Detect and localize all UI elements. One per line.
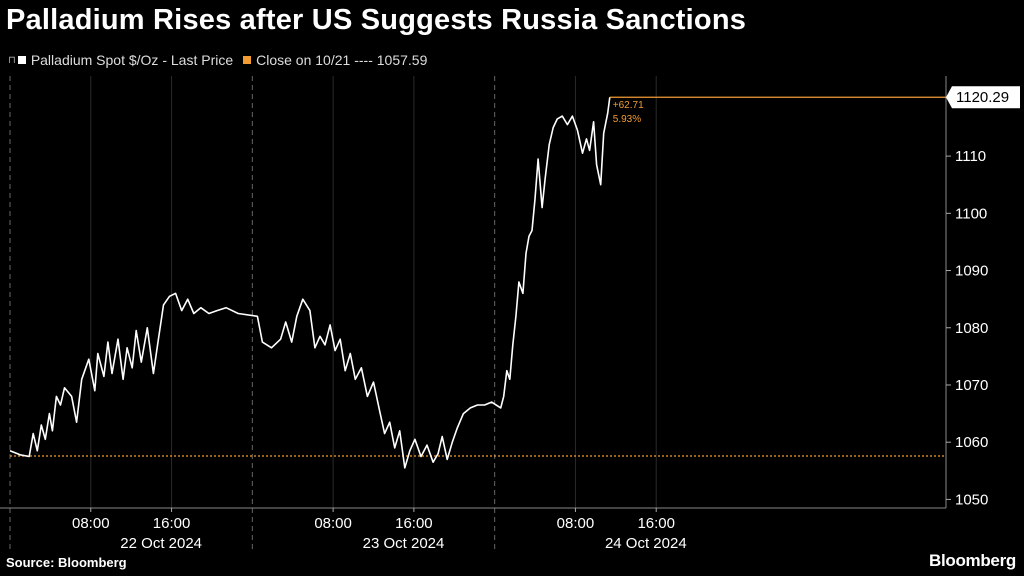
legend-label-price: Palladium Spot $/Oz - Last Price xyxy=(30,52,234,68)
legend-item-close: Close on 10/21 ---- 1057.59 xyxy=(243,52,427,68)
legend-close-value: 1057.59 xyxy=(376,52,428,68)
last-value-box xyxy=(946,86,1020,109)
y-tick-label: 1080 xyxy=(955,320,988,337)
price-line xyxy=(9,97,611,469)
y-tick-label: 1050 xyxy=(955,491,988,508)
y-tick-label: 1070 xyxy=(955,377,988,394)
legend-label-close: Close on 10/21 xyxy=(256,52,351,68)
legend: ⊓ Palladium Spot $/Oz - Last Price Close… xyxy=(8,52,437,68)
chart-title: Palladium Rises after US Suggests Russia… xyxy=(6,4,747,36)
y-tick-label: 1090 xyxy=(955,263,988,280)
y-tick-label: 1100 xyxy=(955,205,987,222)
x-tick-label: 16:00 xyxy=(153,515,191,532)
legend-swatch-price xyxy=(17,56,26,64)
bloomberg-logo: Bloomberg xyxy=(928,551,1016,570)
x-tick-label: 08:00 xyxy=(314,515,352,532)
x-tick-label: 16:00 xyxy=(637,515,675,532)
x-day-label: 23 Oct 2024 xyxy=(363,535,445,552)
source-note: Source: Bloomberg xyxy=(6,555,127,570)
y-tick-label: 1110 xyxy=(955,148,986,165)
last-value-label: 1120.29 xyxy=(956,89,1009,106)
x-day-label: 22 Oct 2024 xyxy=(120,535,202,552)
x-tick-label: 08:00 xyxy=(557,515,595,532)
legend-swatch-close xyxy=(243,56,252,64)
change-pct-annotation: 5.93% xyxy=(613,114,641,125)
x-tick-label: 08:00 xyxy=(72,515,110,532)
y-tick-label: 1060 xyxy=(955,434,988,451)
pin-icon: ⊓ xyxy=(8,54,16,66)
x-day-label: 24 Oct 2024 xyxy=(605,535,687,552)
legend-item-price: Palladium Spot $/Oz - Last Price xyxy=(17,52,234,68)
change-abs-annotation: +62.71 xyxy=(613,100,644,111)
legend-close-dashes: ---- xyxy=(354,52,373,68)
x-tick-label: 16:00 xyxy=(395,515,433,532)
